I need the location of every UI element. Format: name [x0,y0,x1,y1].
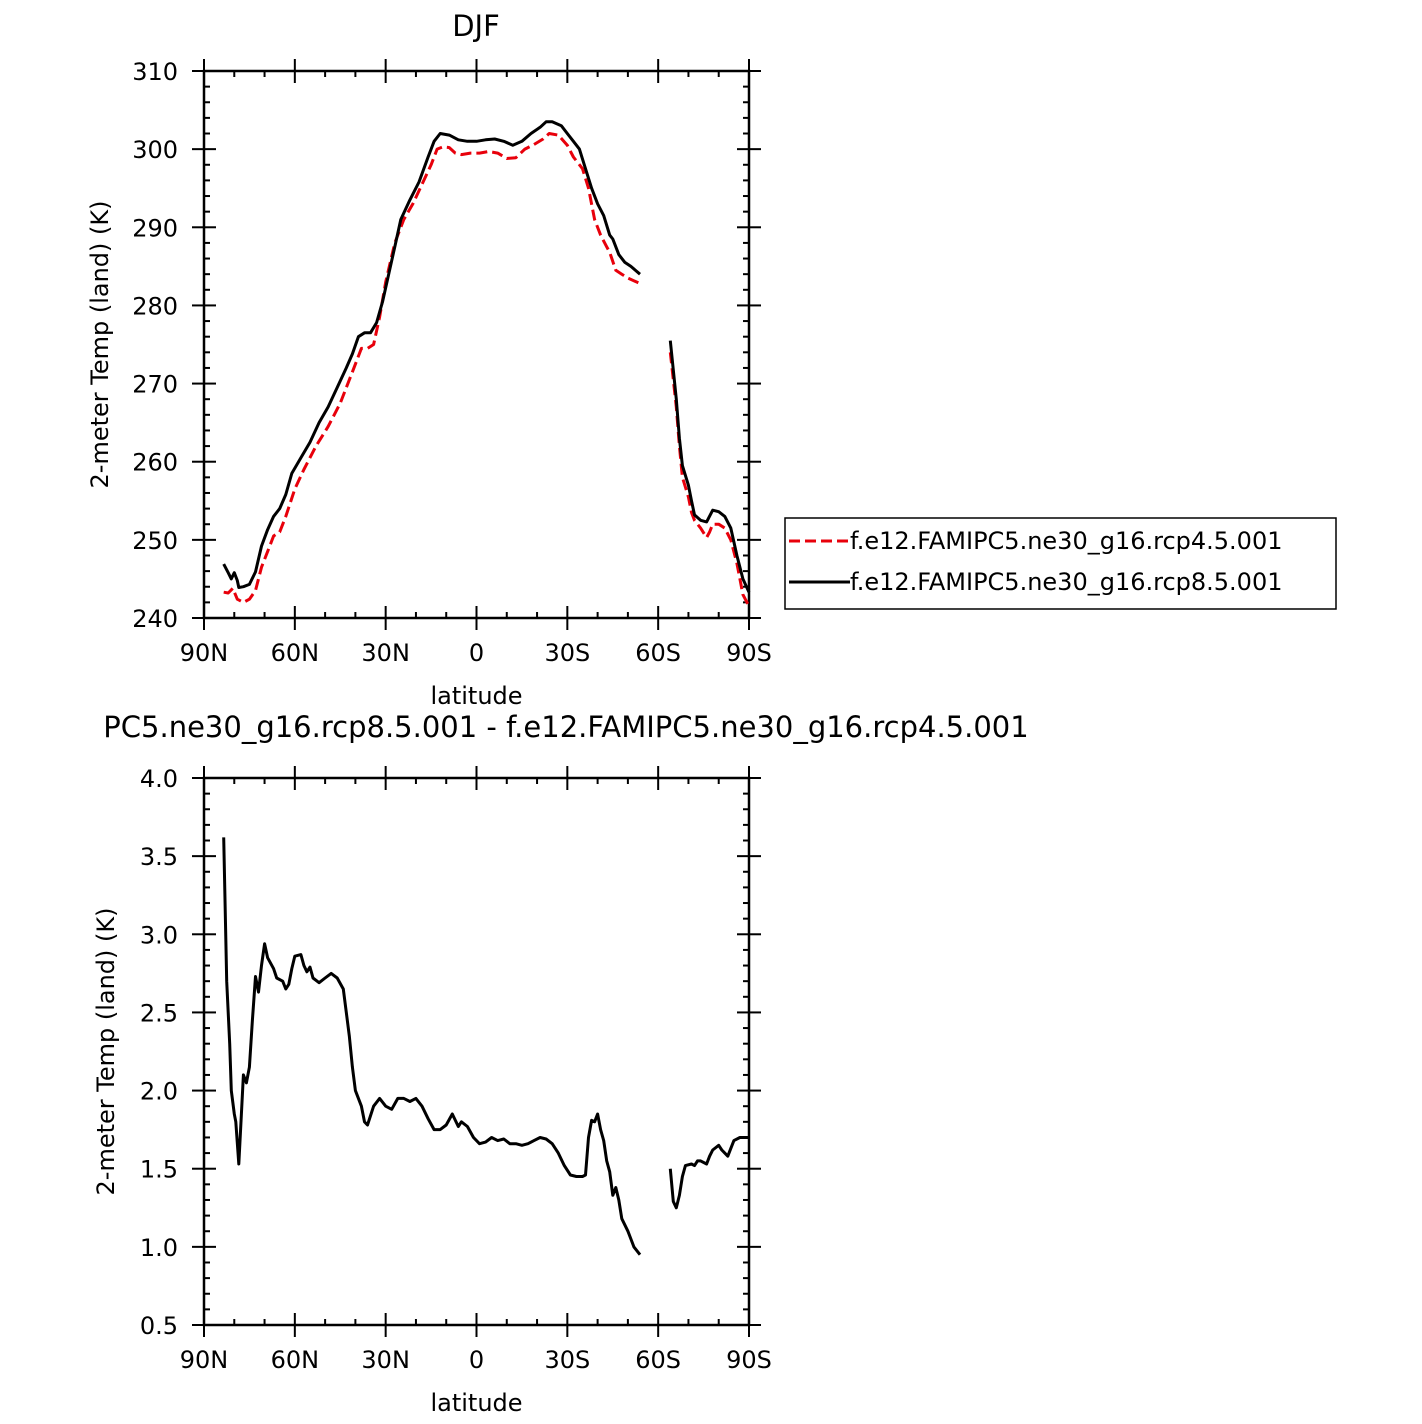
x-tick-label: 60S [635,639,681,667]
y-tick-label: 260 [132,449,178,477]
y-tick-label: 3.0 [140,921,178,949]
x-tick-label: 30S [544,639,590,667]
y-tick-label: 290 [132,214,178,242]
x-tick-label: 90N [180,639,229,667]
legend-box [784,517,1337,610]
x-tick-label: 60N [271,639,320,667]
legend: f.e12.FAMIPC5.ne30_g16.rcp4.5.001 f.e12.F… [784,517,1337,610]
y-tick-label: 300 [132,136,178,164]
plot-frame [202,776,751,1327]
legend-entry-2: f.e12.FAMIPC5.ne30_g16.rcp8.5.001 [850,568,1283,596]
series-line-1 [223,132,641,604]
series-line-2 [668,340,751,593]
y-tick-label: 250 [132,527,178,555]
legend-entry-1: f.e12.FAMIPC5.ne30_g16.rcp4.5.001 [850,527,1283,555]
y-tick-label: 3.5 [140,843,178,871]
y-tick-label: 4.0 [140,765,178,793]
y-tick-label: 2.0 [140,1078,178,1106]
top-panel-djf: 90N 60N 30N 0 30S 60S 90S 240 250 260 270 280 290 300… [86,9,772,710]
series-line-1 [668,1136,749,1210]
x-tick-label: 60N [271,1346,320,1374]
y-axis-label: 2-meter Temp (land) (K) [92,908,120,1196]
x-tick-label: 60S [635,1346,681,1374]
x-tick-label: 0 [469,639,484,667]
x-tick-label: 90N [180,1346,229,1374]
series-line-1 [222,837,642,1256]
y-axis-label: 2-meter Temp (land) (K) [86,201,114,489]
chart-title: DJF [452,9,500,43]
x-tick-label: 30N [361,639,410,667]
bottom-panel-difference: 90N 60N 30N 0 30S 60S 90S 0.5 1.0 1.5 2.0 2.5 3.0 3.5… [92,710,1029,1417]
y-tick-label: 310 [132,58,178,86]
x-axis-label: latitude [430,682,522,710]
y-tick-label: 240 [132,605,178,633]
y-tick-label: 2.5 [140,999,178,1027]
x-tick-label: 0 [469,1346,484,1374]
series-line-2 [222,120,641,589]
y-tick-label: 1.0 [140,1234,178,1262]
x-tick-label: 90S [726,1346,772,1374]
x-axis-label: latitude [430,1389,522,1417]
series-line-1 [668,352,751,607]
x-tick-label: 30N [361,1346,410,1374]
y-tick-label: 280 [132,292,178,320]
x-tick-label: 90S [726,639,772,667]
x-tick-label: 30S [544,1346,590,1374]
chart-title: PC5.ne30_g16.rcp8.5.001 - f.e12.FAMIPC5.… [103,710,1028,744]
y-tick-label: 0.5 [140,1312,178,1340]
y-tick-label: 1.5 [140,1156,178,1184]
y-tick-label: 270 [132,371,178,399]
